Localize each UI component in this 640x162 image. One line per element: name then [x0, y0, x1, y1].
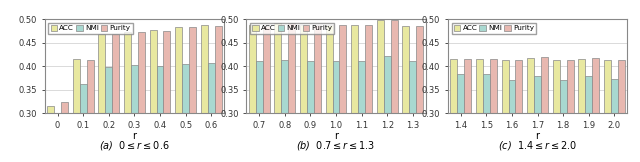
Bar [112, 34, 119, 162]
Text: (c)  $1.4 \leq r \leq 2.0$: (c) $1.4 \leq r \leq 2.0$ [498, 139, 577, 152]
Bar [61, 102, 68, 162]
X-axis label: r: r [334, 131, 338, 141]
Text: (a)  $0 \leq r \leq 0.6$: (a) $0 \leq r \leq 0.6$ [99, 139, 170, 152]
Bar [275, 23, 282, 162]
Bar [262, 26, 269, 162]
Bar [201, 25, 208, 162]
Bar [553, 60, 560, 162]
Bar [208, 63, 214, 162]
X-axis label: r: r [132, 131, 136, 141]
Bar [138, 32, 145, 162]
Bar [458, 74, 464, 162]
Bar [384, 56, 390, 162]
Bar [566, 60, 573, 162]
Bar [534, 76, 541, 162]
Bar [314, 25, 321, 162]
Bar [282, 60, 288, 162]
Bar [249, 25, 256, 162]
Bar [509, 80, 515, 162]
Bar [80, 84, 86, 162]
Bar [579, 59, 586, 162]
Bar [618, 60, 625, 162]
Bar [47, 106, 54, 162]
Bar [150, 30, 157, 162]
Bar [175, 27, 182, 162]
Bar [560, 80, 566, 162]
Bar [99, 34, 106, 162]
X-axis label: r: r [536, 131, 540, 141]
Bar [403, 27, 410, 162]
Bar [515, 60, 522, 162]
Legend: ACC, NMI, Purity: ACC, NMI, Purity [250, 23, 335, 34]
Bar [410, 61, 416, 162]
Bar [527, 58, 534, 162]
Bar [307, 61, 314, 162]
Bar [451, 59, 458, 162]
Bar [106, 67, 112, 162]
Bar [586, 76, 592, 162]
Bar [73, 59, 80, 162]
Bar [182, 64, 189, 162]
Bar [604, 60, 611, 162]
Text: (b)  $0.7 \leq r \leq 1.3$: (b) $0.7 \leq r \leq 1.3$ [296, 139, 376, 152]
Bar [351, 25, 358, 162]
Bar [214, 26, 221, 162]
Bar [502, 60, 509, 162]
Bar [611, 79, 618, 162]
Bar [592, 58, 599, 162]
Bar [157, 66, 163, 162]
Bar [131, 65, 138, 162]
Bar [358, 61, 365, 162]
Bar [300, 25, 307, 162]
Bar [377, 20, 384, 162]
Bar [464, 59, 471, 162]
Bar [288, 23, 295, 162]
Bar [476, 59, 483, 162]
Legend: ACC, NMI, Purity: ACC, NMI, Purity [49, 23, 133, 34]
Bar [124, 32, 131, 162]
Bar [86, 60, 93, 162]
Bar [326, 25, 333, 162]
Legend: ACC, NMI, Purity: ACC, NMI, Purity [452, 23, 536, 34]
Bar [483, 74, 490, 162]
Bar [390, 20, 397, 162]
Bar [365, 25, 372, 162]
Bar [256, 61, 262, 162]
Bar [163, 31, 170, 162]
Bar [416, 27, 423, 162]
Bar [339, 25, 346, 162]
Bar [189, 27, 196, 162]
Bar [333, 61, 339, 162]
Bar [541, 58, 548, 162]
Bar [490, 59, 497, 162]
